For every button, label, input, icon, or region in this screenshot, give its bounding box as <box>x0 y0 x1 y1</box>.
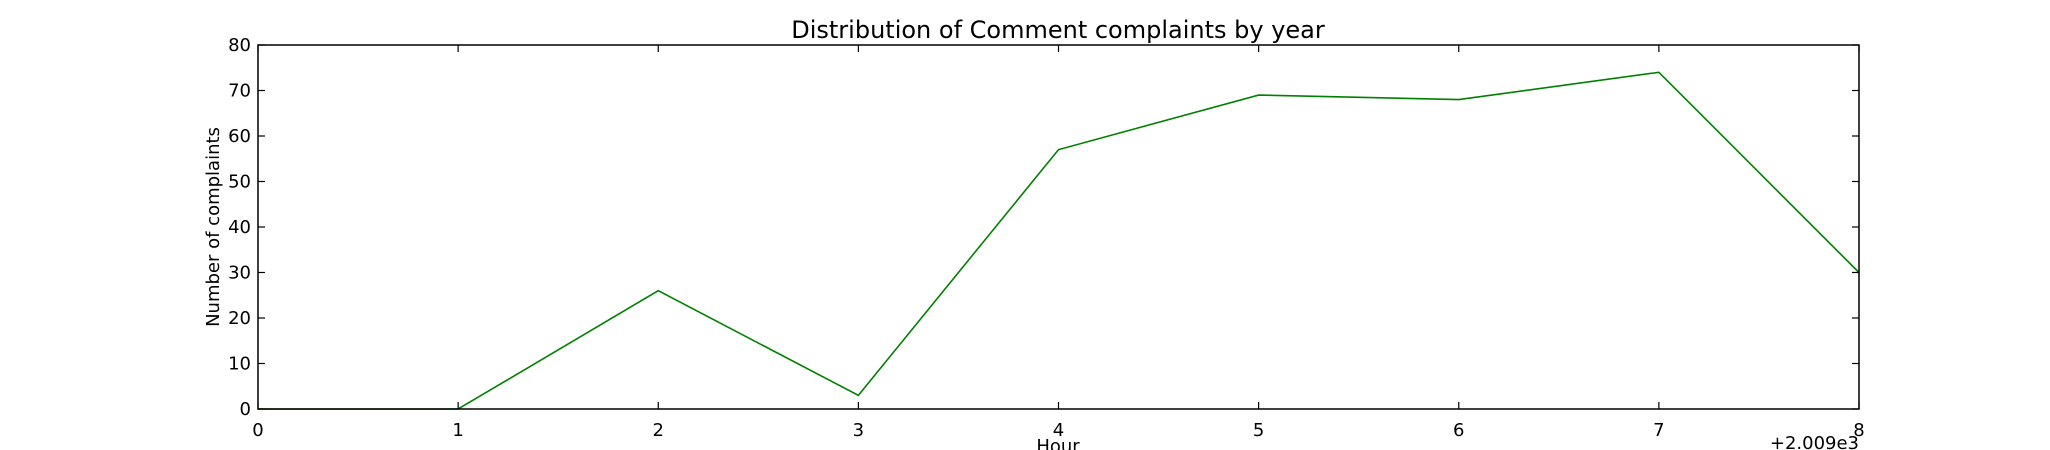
y-tick-label: 50 <box>228 172 251 193</box>
x-tick-label: 1 <box>452 420 463 441</box>
x-tick-label: 0 <box>252 420 263 441</box>
x-axis-label: Hour <box>1036 436 1080 450</box>
y-tick-label: 60 <box>228 126 251 147</box>
x-tick-label: 4 <box>1053 420 1064 441</box>
y-tick-label: 20 <box>228 308 251 329</box>
y-axis-label: Number of complaints <box>203 127 224 327</box>
y-tick-label: 0 <box>240 399 251 420</box>
plot-area <box>258 71 1860 410</box>
chart-title: Distribution of Comment complaints by ye… <box>791 16 1325 44</box>
y-tick-label: 80 <box>228 35 251 56</box>
x-tick-label: 6 <box>1453 420 1464 441</box>
y-tick-label: 10 <box>228 354 251 375</box>
y-tick-label: 30 <box>228 263 251 284</box>
x-tick-label: 8 <box>1853 420 1864 441</box>
y-tick-label: 70 <box>228 81 251 102</box>
series-line-0 <box>258 71 1860 410</box>
x-tick-label: 3 <box>853 420 864 441</box>
x-tick-label: 5 <box>1253 420 1264 441</box>
x-tick-label: 2 <box>653 420 664 441</box>
x-tick-label: 7 <box>1653 420 1664 441</box>
axes-frame <box>257 44 1860 410</box>
x-axis-offset-label: +2.009e3 <box>1770 433 1859 450</box>
y-tick-label: 40 <box>228 217 251 238</box>
